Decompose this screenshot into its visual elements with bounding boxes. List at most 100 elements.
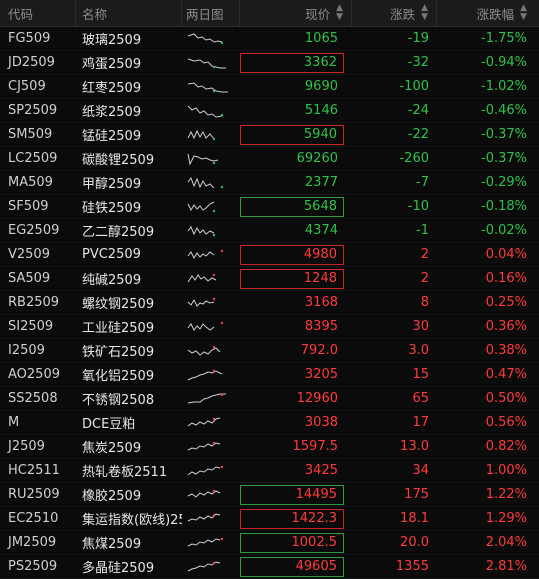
row-pct: 0.16% bbox=[485, 271, 527, 286]
row-price: 5648 bbox=[240, 196, 344, 217]
row-pct: -1.75% bbox=[481, 31, 527, 46]
two-day-sparkline-icon bbox=[182, 75, 240, 98]
two-day-sparkline-icon bbox=[182, 123, 240, 146]
col-header-code[interactable]: 代码 bbox=[0, 0, 76, 26]
row-price-cell: 3425 bbox=[240, 459, 352, 482]
table-row[interactable]: SM509 锰硅2509 5940 -22 -0.37% bbox=[0, 123, 539, 147]
table-row[interactable]: SF509 硅铁2509 5648 -10 -0.18% bbox=[0, 195, 539, 219]
col-header-change[interactable]: 涨跌 ▲ ▼ bbox=[352, 0, 437, 26]
row-price: 5146 bbox=[304, 103, 338, 118]
row-pct: 0.25% bbox=[485, 295, 527, 310]
row-name: PVC2509 bbox=[82, 247, 141, 262]
table-row[interactable]: SI2509 工业硅2509 8395 30 0.36% bbox=[0, 315, 539, 339]
row-price-cell: 49605 bbox=[240, 555, 352, 578]
row-price-cell: 69260 bbox=[240, 147, 352, 170]
row-name: 氧化铝2509 bbox=[82, 369, 155, 384]
row-price: 792.0 bbox=[300, 343, 338, 358]
row-name: 铁矿石2509 bbox=[82, 345, 155, 360]
table-row[interactable]: CJ509 红枣2509 9690 -100 -1.02% bbox=[0, 75, 539, 99]
table-row[interactable]: RU2509 橡胶2509 14495 175 1.22% bbox=[0, 483, 539, 507]
table-row[interactable]: JM2509 焦煤2509 1002.5 20.0 2.04% bbox=[0, 531, 539, 555]
row-change: 17 bbox=[412, 415, 429, 430]
row-price: 1422.3 bbox=[240, 508, 344, 529]
row-pct: -0.37% bbox=[481, 127, 527, 142]
row-change: 2 bbox=[420, 271, 429, 286]
table-row[interactable]: SS2508 不锈钢2508 12960 65 0.50% bbox=[0, 387, 539, 411]
sort-icon[interactable]: ▲ ▼ bbox=[520, 3, 527, 22]
row-price-cell: 3362 bbox=[240, 51, 352, 74]
row-name: 多晶硅2509 bbox=[82, 561, 155, 576]
row-pct: -1.02% bbox=[481, 79, 527, 94]
table-row[interactable]: J2509 焦炭2509 1597.5 13.0 0.82% bbox=[0, 435, 539, 459]
row-price: 2377 bbox=[304, 175, 338, 190]
row-change: 30 bbox=[412, 319, 429, 334]
row-code: EG2509 bbox=[8, 223, 60, 238]
table-row[interactable]: RB2509 螺纹钢2509 3168 8 0.25% bbox=[0, 291, 539, 315]
row-name: 碳酸锂2509 bbox=[82, 153, 155, 168]
row-price: 8395 bbox=[304, 319, 338, 334]
two-day-sparkline-icon bbox=[182, 291, 240, 314]
row-change: -22 bbox=[407, 127, 429, 142]
row-change: -7 bbox=[416, 175, 429, 190]
col-header-pct[interactable]: 涨跌幅 ▲ ▼ bbox=[437, 0, 539, 26]
col-header-name-label: 名称 bbox=[82, 6, 108, 22]
two-day-sparkline-icon bbox=[182, 99, 240, 122]
col-header-change-label: 涨跌 bbox=[390, 6, 416, 22]
row-name: 橡胶2509 bbox=[82, 489, 142, 504]
col-header-spark[interactable]: 两日图 bbox=[182, 0, 240, 26]
row-pct: -0.18% bbox=[481, 199, 527, 214]
row-change: 3.0 bbox=[408, 343, 429, 358]
row-name: 热轧卷板2511 bbox=[82, 465, 168, 480]
two-day-sparkline-icon bbox=[182, 51, 240, 74]
table-row[interactable]: LC2509 碳酸锂2509 69260 -260 -0.37% bbox=[0, 147, 539, 171]
two-day-sparkline-icon bbox=[182, 483, 240, 506]
sort-icon[interactable]: ▲ ▼ bbox=[421, 3, 428, 22]
row-price: 4374 bbox=[304, 223, 338, 238]
sort-icon[interactable]: ▲ ▼ bbox=[336, 3, 343, 22]
row-code: LC2509 bbox=[8, 151, 58, 166]
row-pct: 1.22% bbox=[485, 487, 527, 502]
row-code: V2509 bbox=[8, 247, 50, 262]
table-row[interactable]: SP2509 纸浆2509 5146 -24 -0.46% bbox=[0, 99, 539, 123]
table-row[interactable]: JD2509 鸡蛋2509 3362 -32 -0.94% bbox=[0, 51, 539, 75]
row-code: JD2509 bbox=[8, 55, 55, 70]
row-price-cell: 12960 bbox=[240, 387, 352, 410]
table-row[interactable]: SA509 纯碱2509 1248 2 0.16% bbox=[0, 267, 539, 291]
table-row[interactable]: V2509 PVC2509 4980 2 0.04% bbox=[0, 243, 539, 267]
table-row[interactable]: MA509 甲醇2509 2377 -7 -0.29% bbox=[0, 171, 539, 195]
two-day-sparkline-icon bbox=[182, 147, 240, 170]
row-price: 4980 bbox=[240, 244, 344, 265]
table-row[interactable]: EG2509 乙二醇2509 4374 -1 -0.02% bbox=[0, 219, 539, 243]
row-price-cell: 1422.3 bbox=[240, 507, 352, 530]
row-name: 玻璃2509 bbox=[82, 33, 142, 48]
table-row[interactable]: I2509 铁矿石2509 792.0 3.0 0.38% bbox=[0, 339, 539, 363]
row-change: -260 bbox=[399, 151, 429, 166]
table-row[interactable]: FG509 玻璃2509 1065 -19 -1.75% bbox=[0, 27, 539, 51]
two-day-sparkline-icon bbox=[182, 27, 240, 50]
row-price: 3425 bbox=[304, 463, 338, 478]
row-price-cell: 4980 bbox=[240, 243, 352, 266]
row-pct: 0.04% bbox=[485, 247, 527, 262]
col-header-price-label: 现价 bbox=[305, 6, 331, 22]
table-body: FG509 玻璃2509 1065 -19 -1.75% JD2509 鸡蛋2509 3362… bbox=[0, 27, 539, 579]
col-header-name[interactable]: 名称 bbox=[76, 0, 182, 26]
row-price: 3205 bbox=[304, 367, 338, 382]
row-code: RU2509 bbox=[8, 487, 60, 502]
row-pct: -0.37% bbox=[481, 151, 527, 166]
table-row[interactable]: EC2510 集运指数(欧线)2510 1422.3 18.1 1.29% bbox=[0, 507, 539, 531]
two-day-sparkline-icon bbox=[182, 387, 240, 410]
row-name: 集运指数(欧线)2510 bbox=[82, 513, 182, 528]
row-name: 乙二醇2509 bbox=[82, 225, 155, 240]
table-row[interactable]: AO2509 氧化铝2509 3205 15 0.47% bbox=[0, 363, 539, 387]
table-row[interactable]: M DCE豆粕 3038 17 0.56% bbox=[0, 411, 539, 435]
row-price: 1065 bbox=[304, 31, 338, 46]
two-day-sparkline-icon bbox=[182, 411, 240, 434]
row-price: 5940 bbox=[240, 124, 344, 145]
table-row[interactable]: PS2509 多晶硅2509 49605 1355 2.81% bbox=[0, 555, 539, 579]
row-name: 纯碱2509 bbox=[82, 273, 142, 288]
table-row[interactable]: HC2511 热轧卷板2511 3425 34 1.00% bbox=[0, 459, 539, 483]
row-price-cell: 9690 bbox=[240, 75, 352, 98]
row-price-cell: 3205 bbox=[240, 363, 352, 386]
col-header-price[interactable]: 现价 ▲ ▼ bbox=[240, 0, 352, 26]
row-price-cell: 5648 bbox=[240, 195, 352, 218]
